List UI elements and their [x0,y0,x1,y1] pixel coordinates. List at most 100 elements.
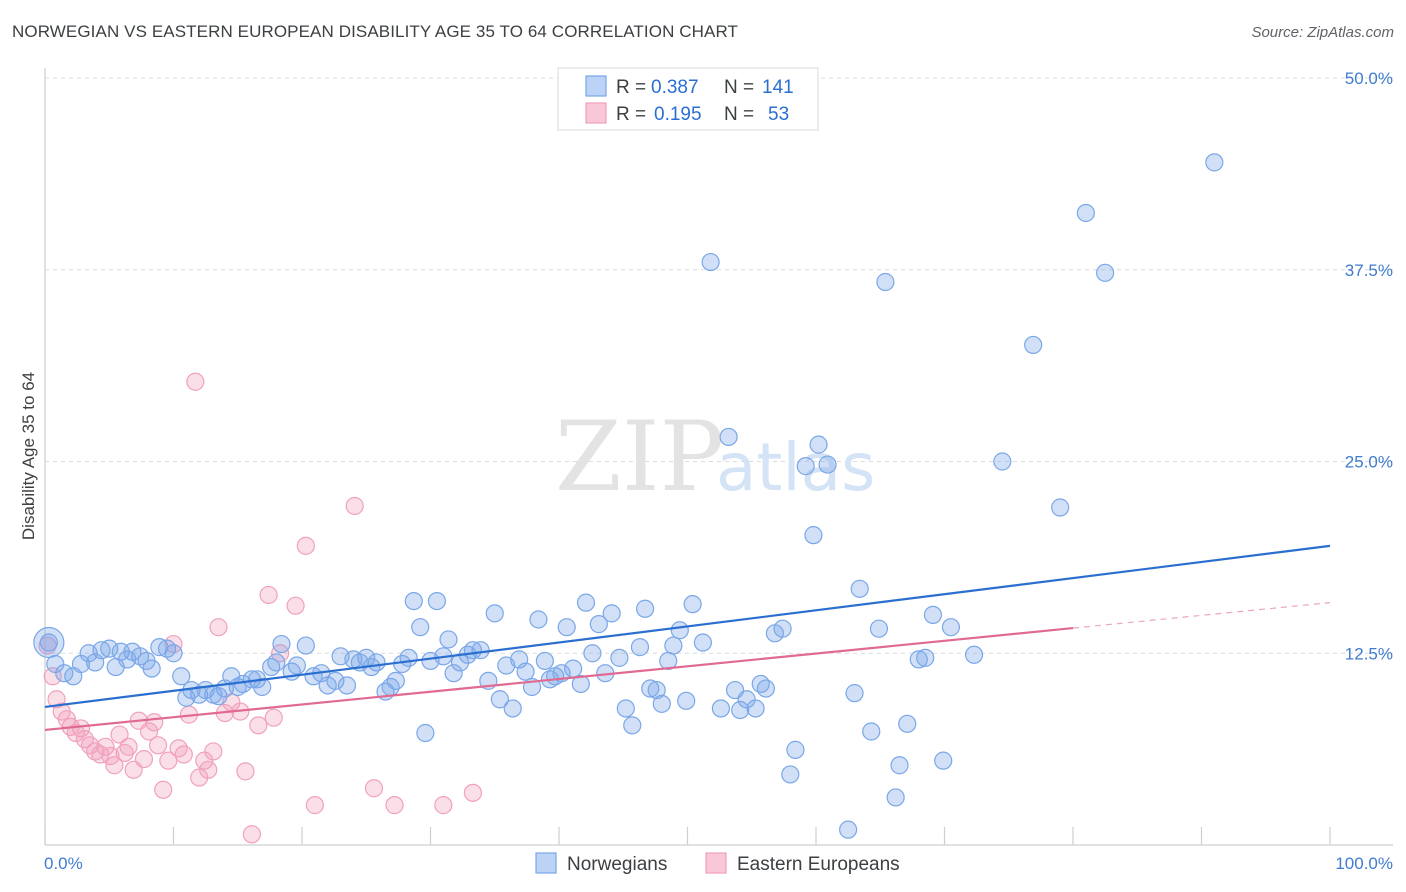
norwegians-trendline [44,544,1331,709]
norwegians-point [557,618,576,637]
norwegians-point [100,639,119,658]
norwegians-point [485,604,504,623]
norwegians-point [571,674,590,694]
norwegians-point-cluster [33,626,65,659]
eastern-europeans-point [345,496,364,516]
bottom-legend-eastern: Eastern Europeans [737,854,900,875]
norwegians-point [287,656,306,675]
norwegians-point [589,615,608,634]
eastern-europeans-point [463,783,483,802]
legend-swatch-eastern [585,102,607,124]
eastern-europeans-point [249,716,268,735]
norwegians-point [490,690,509,709]
eastern-europeans-point [434,796,453,815]
gridlines [45,77,1393,654]
norwegians-point [142,659,161,678]
axes [44,68,1393,846]
norwegians-point [916,648,935,667]
norwegians-point [190,685,209,704]
y-tick-label: 12.5% [1345,644,1393,663]
eastern-europeans-point [271,644,290,663]
chart-title: NORWEGIAN VS EASTERN EUROPEAN DISABILITY… [12,22,739,41]
norwegians-point [92,641,111,660]
legend-n-label-1: N = [724,77,754,98]
norwegians-point [809,435,828,454]
norwegians-point [647,680,666,700]
y-tick-labels: 12.5% 25.0% 37.5% 50.0% [1345,69,1393,663]
norwegians-point [677,691,696,710]
y-tick-label: 37.5% [1345,261,1393,280]
norwegians-point [583,644,602,663]
chart-source: Source: ZipAtlas.com [1251,24,1394,41]
norwegians-point [444,664,463,683]
eastern-europeans-point [259,585,278,605]
watermark-zip: ZIP [555,401,724,513]
norwegians-point [535,651,554,671]
norwegians-point [529,610,548,629]
norwegians-point [773,619,792,638]
y-tick-label: 50.0% [1345,69,1393,88]
eastern-europeans-trendline [44,626,1074,732]
eastern-europeans-point [204,742,223,761]
y-tick-label: 25.0% [1345,453,1393,472]
norwegians-points [33,153,1224,839]
eastern-europeans-point [174,745,193,764]
norwegians-point [172,667,191,686]
watermark-atlas: atlas [716,429,876,506]
norwegians-point [670,621,689,640]
norwegians-point [564,659,583,678]
norwegians-point [630,638,650,657]
eastern-europeans-point [119,737,138,756]
legend-r-label-2: R = [616,104,646,125]
norwegians-point [416,723,435,743]
legend-n-value-1: 141 [762,77,794,98]
eastern-europeans-point [286,596,305,615]
eastern-europeans-point [209,618,228,637]
norwegians-point [610,648,629,667]
bottom-legend-swatch-norwegians [535,852,557,874]
norwegians-point [399,648,418,667]
eastern-europeans-point [364,779,384,798]
norwegians-point [886,788,905,807]
norwegians-point [898,714,917,733]
legend-n-value-2: 53 [768,104,789,125]
norwegians-point [641,679,660,698]
eastern-europeans-point [164,634,183,654]
norwegians-point [386,671,405,690]
eastern-europeans-point [71,719,91,738]
norwegians-point [164,644,183,663]
norwegians-point [693,633,713,652]
norwegians-point [923,605,943,625]
eastern-europeans-point [154,780,173,799]
eastern-europeans-point [38,636,57,655]
eastern-europeans-point [186,372,205,391]
eastern-europeans-point [305,796,324,815]
norwegians-point [796,457,815,476]
eastern-europeans-point [139,722,159,741]
norwegians-point [941,618,961,637]
norwegians-point [296,636,315,655]
norwegians-point [839,820,858,839]
norwegians-point [576,593,596,612]
norwegians-point [1205,153,1224,172]
norwegians-point [616,699,635,718]
legend-swatch-norwegians [585,75,607,97]
norwegians-point [404,591,423,611]
eastern-europeans-point [296,536,315,555]
eastern-europeans-point [385,796,404,815]
norwegians-point [890,756,909,775]
norwegians-point [909,650,928,669]
trendlines [44,544,1331,732]
norwegians-point [39,633,58,652]
norwegians-point [253,677,272,697]
eastern-europeans-point [148,736,168,755]
norwegians-point [964,645,984,664]
norwegians-point [439,630,458,649]
eastern-europeans-point [110,725,129,744]
y-axis-label: Disability Age 35 to 64 [19,372,38,540]
norwegians-point [1076,203,1095,223]
norwegians-point [746,699,765,718]
norwegians-point [157,639,177,658]
eastern-europeans-point [236,762,255,781]
norwegians-point [652,694,671,713]
